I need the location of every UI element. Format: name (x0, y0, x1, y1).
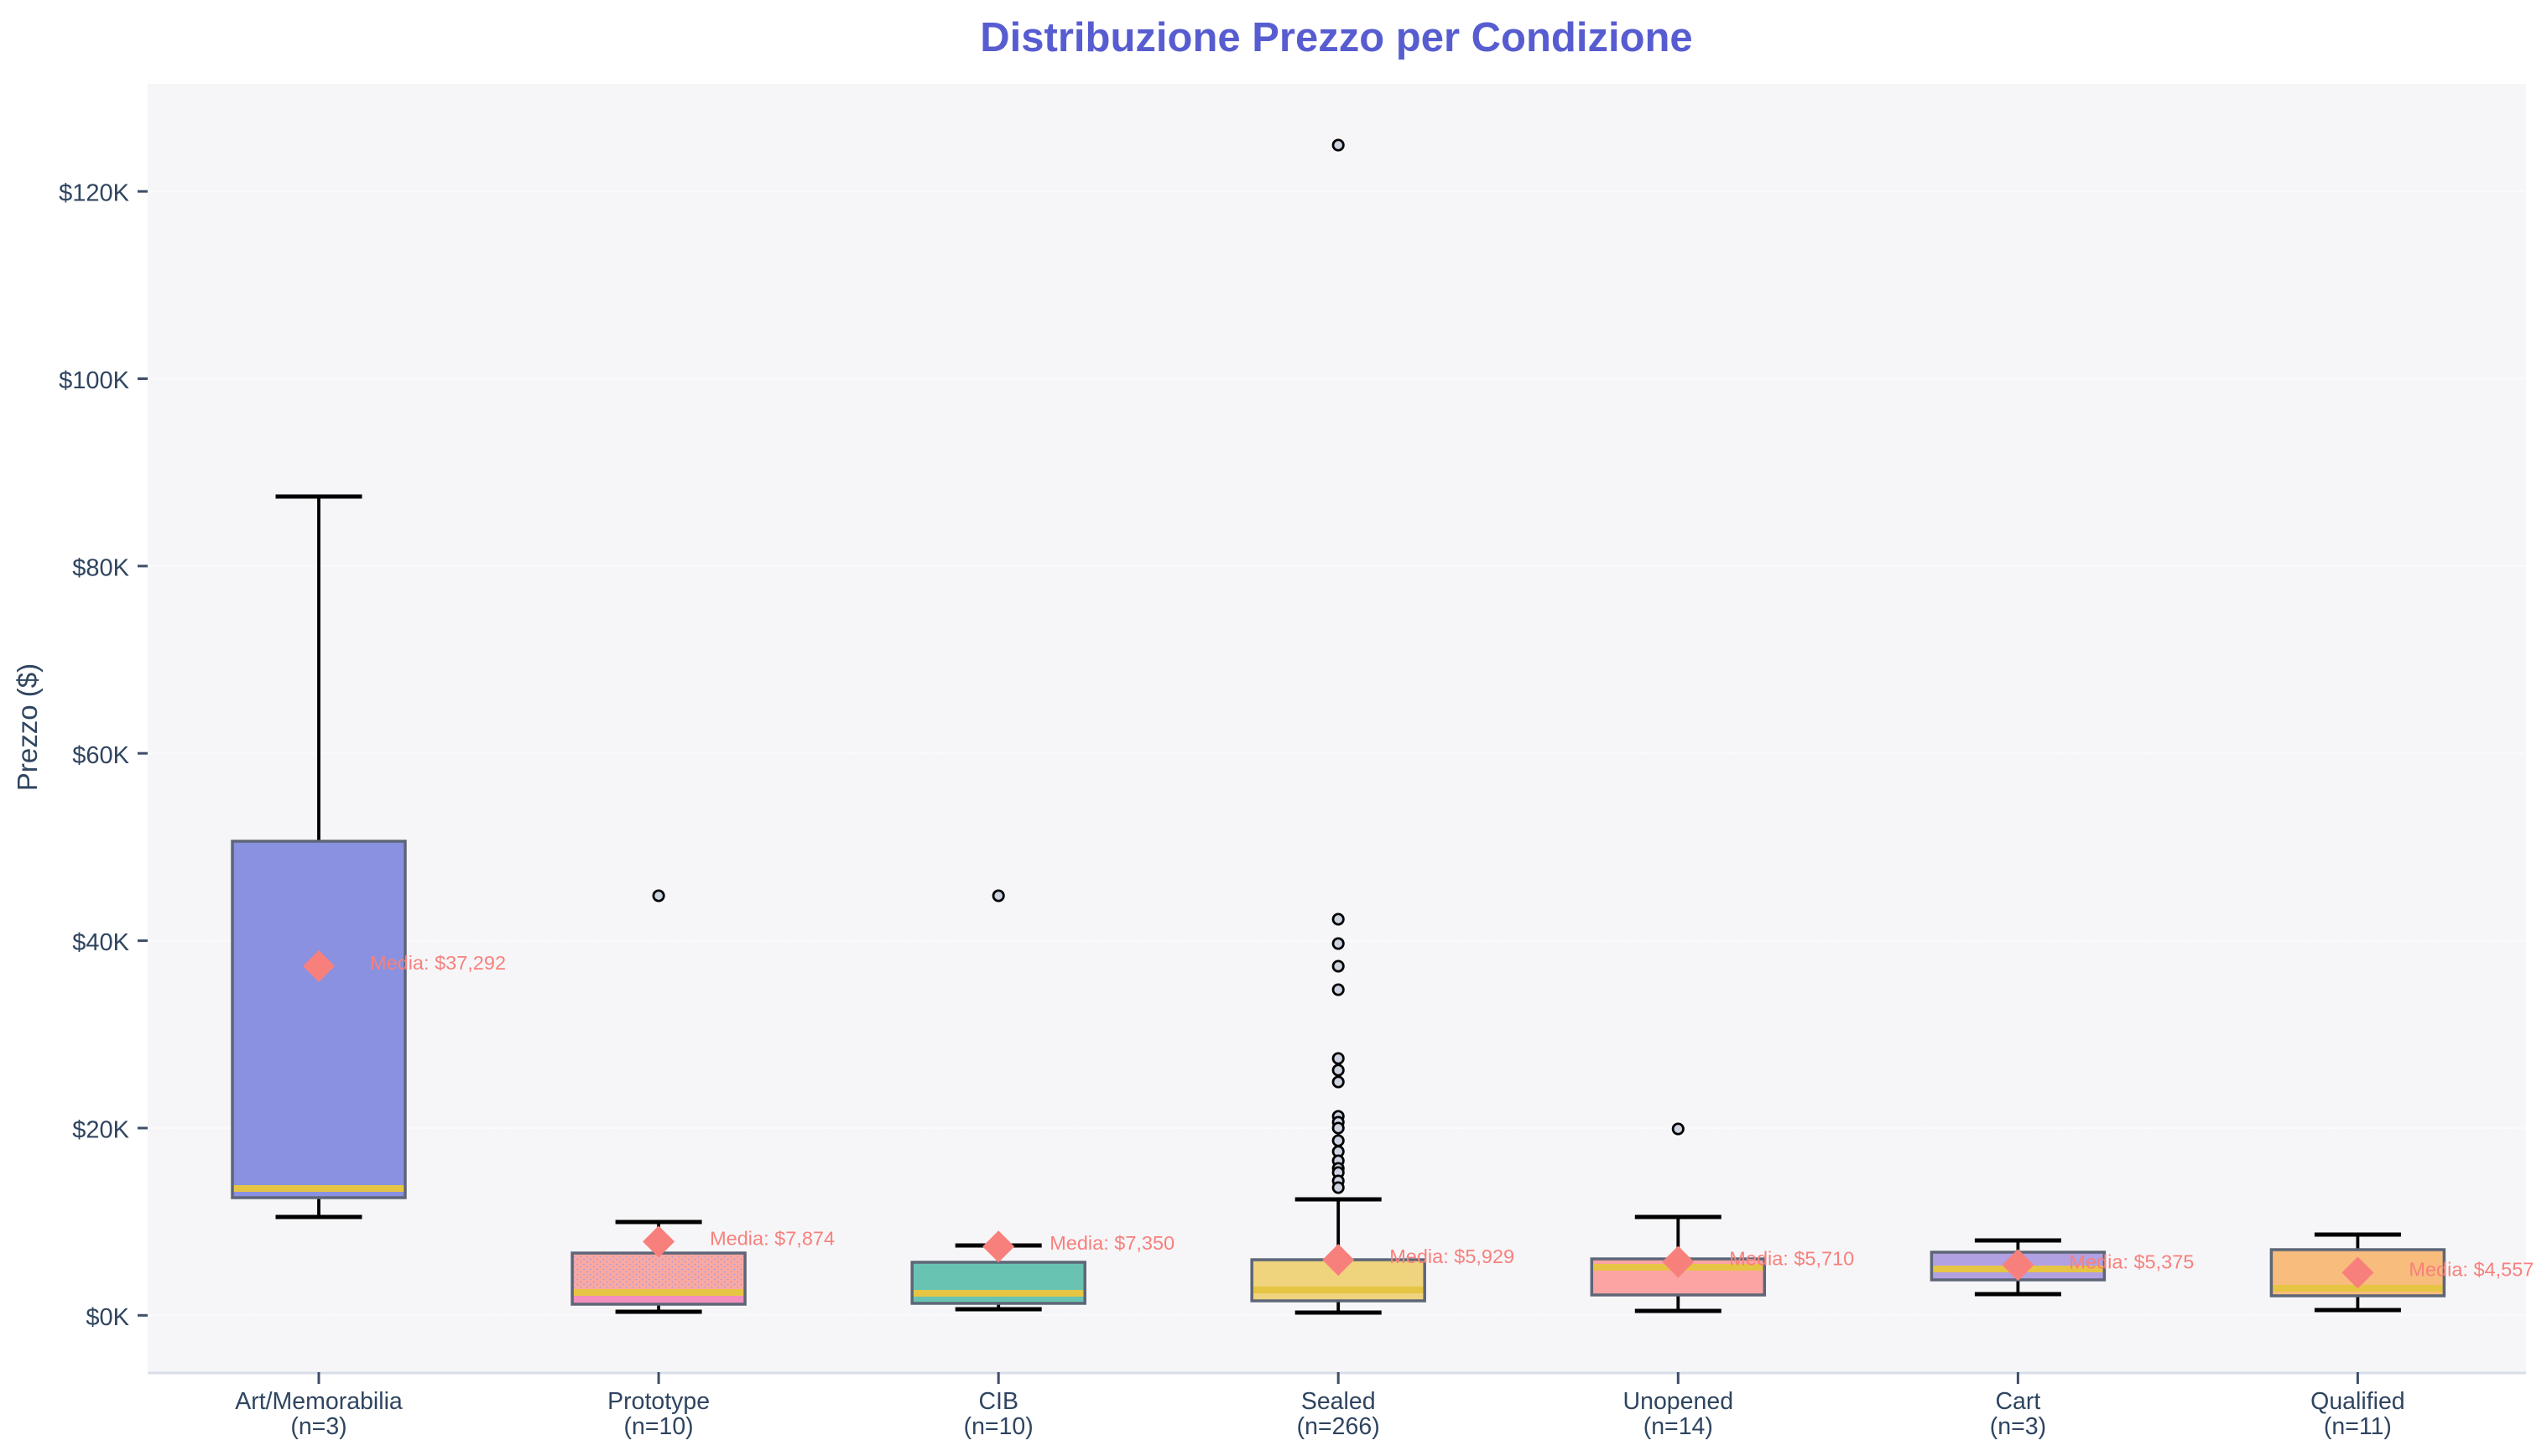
svg-text:Media: $7,350: Media: $7,350 (1050, 1232, 1175, 1254)
svg-text:Prezzo ($): Prezzo ($) (12, 663, 43, 791)
svg-text:Prototype: Prototype (607, 1388, 710, 1415)
svg-text:Media: $5,375: Media: $5,375 (2069, 1251, 2194, 1272)
svg-text:Cart: Cart (1995, 1388, 2040, 1415)
svg-text:CIB: CIB (978, 1388, 1018, 1415)
svg-text:Distribuzione Prezzo per Condi: Distribuzione Prezzo per Condizione (980, 15, 1692, 60)
svg-text:$60K: $60K (72, 742, 129, 769)
svg-text:Qualified: Qualified (2310, 1388, 2404, 1415)
svg-text:Media: $5,929: Media: $5,929 (1389, 1245, 1514, 1267)
svg-text:$40K: $40K (72, 929, 129, 956)
svg-text:Art/Memorabilia: Art/Memorabilia (235, 1388, 403, 1415)
svg-text:(n=11): (n=11) (2324, 1413, 2392, 1440)
svg-text:$20K: $20K (72, 1117, 129, 1144)
svg-text:Sealed: Sealed (1301, 1388, 1376, 1415)
svg-text:(n=10): (n=10) (624, 1413, 694, 1440)
svg-text:(n=14): (n=14) (1643, 1413, 1713, 1440)
svg-text:$80K: $80K (72, 554, 129, 581)
svg-text:Media: $37,292: Media: $37,292 (370, 952, 506, 974)
svg-text:Unopened: Unopened (1623, 1388, 1734, 1415)
svg-text:(n=266): (n=266) (1297, 1413, 1380, 1440)
svg-text:Media: $5,710: Media: $5,710 (1729, 1248, 1854, 1270)
svg-text:$100K: $100K (59, 367, 130, 394)
svg-text:$0K: $0K (86, 1304, 129, 1331)
svg-text:Media: $7,874: Media: $7,874 (710, 1227, 835, 1249)
svg-text:(n=3): (n=3) (290, 1413, 346, 1440)
svg-text:$120K: $120K (59, 180, 130, 207)
svg-text:(n=10): (n=10) (964, 1413, 1034, 1440)
svg-text:Media: $4,557: Media: $4,557 (2409, 1258, 2534, 1280)
svg-text:(n=3): (n=3) (1990, 1413, 2046, 1440)
